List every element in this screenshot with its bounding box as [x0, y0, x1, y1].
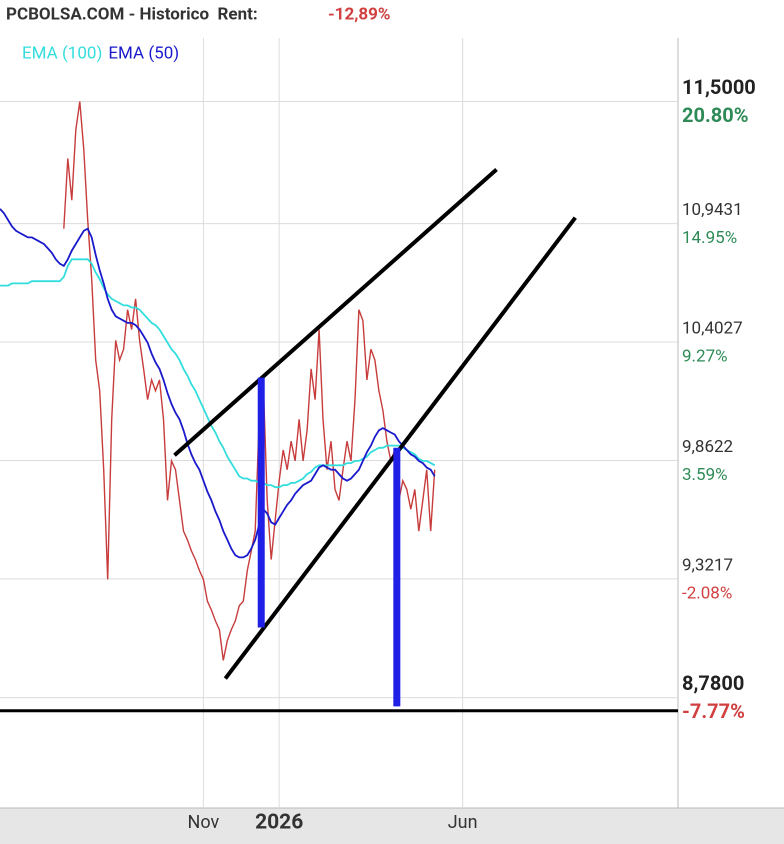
y2-tick-label: -7.77% — [682, 699, 745, 723]
series-line — [63, 101, 436, 661]
y-tick-label: 10,9431 — [682, 200, 743, 220]
trend-line — [173, 167, 498, 457]
x-tick-label: Nov — [188, 812, 220, 833]
x-tick-label: Jun — [448, 812, 478, 833]
y-tick-label: 11,5000 — [682, 75, 756, 99]
rent-value: -12,89% — [328, 4, 390, 24]
y2-tick-label: 14.95% — [682, 228, 737, 248]
y2-tick-label: -2.08% — [682, 583, 732, 603]
y2-tick-label: 20.80% — [682, 103, 748, 127]
y-tick-label: 9,3217 — [682, 555, 733, 575]
chart-title: PCBOLSA.COM - Historico Rent: — [6, 4, 258, 24]
legend-entry: EMA (50) — [108, 43, 179, 63]
y2-tick-label: 3.59% — [682, 465, 728, 485]
legend-entry: EMA (100) — [22, 43, 102, 63]
y2-tick-label: 9.27% — [682, 347, 728, 367]
series-line — [0, 208, 436, 559]
series-line — [0, 258, 436, 489]
x-tick-label: 2026 — [255, 811, 303, 835]
y-tick-label: 9,8622 — [682, 437, 733, 457]
x-axis-band — [0, 808, 784, 844]
y-tick-label: 8,7800 — [682, 671, 744, 695]
y-tick-label: 10,4027 — [682, 319, 743, 339]
